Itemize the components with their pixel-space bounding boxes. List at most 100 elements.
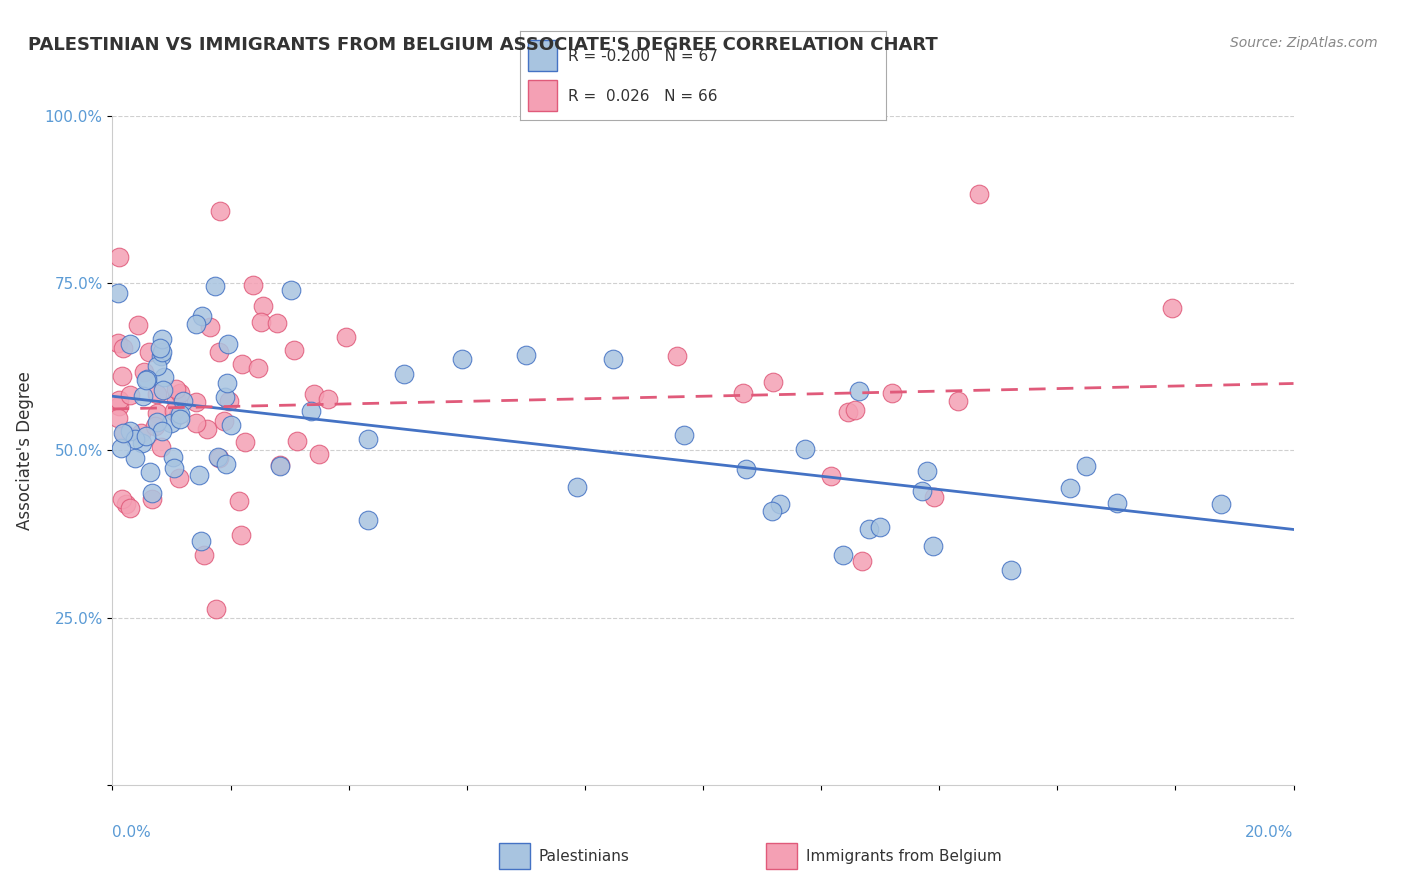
Point	[141, 491, 163, 506]
Point	[848, 384, 870, 398]
Point	[666, 349, 689, 363]
Point	[162, 450, 184, 465]
Point	[208, 203, 231, 218]
Point	[146, 387, 169, 401]
Point	[357, 432, 380, 446]
Point	[205, 601, 228, 615]
Point	[283, 343, 305, 358]
Point	[762, 375, 785, 389]
Point	[233, 434, 256, 449]
Point	[186, 394, 208, 409]
Point	[242, 278, 264, 293]
Point	[150, 349, 173, 363]
Point	[141, 486, 163, 500]
Point	[118, 337, 141, 351]
Point	[108, 400, 131, 414]
Point	[150, 344, 173, 359]
Point	[869, 519, 891, 533]
Point	[132, 365, 155, 379]
Point	[169, 412, 191, 426]
Point	[880, 385, 903, 400]
Point	[269, 458, 291, 473]
Point	[186, 416, 208, 430]
Point	[118, 388, 141, 402]
Point	[115, 497, 138, 511]
Point	[915, 464, 938, 478]
Point	[672, 428, 695, 442]
Point	[217, 337, 239, 351]
Point	[208, 344, 231, 359]
Point	[107, 336, 129, 351]
Point	[565, 480, 588, 494]
Point	[844, 403, 866, 417]
Point	[184, 318, 207, 332]
Point	[165, 382, 187, 396]
Point	[108, 393, 131, 408]
Point	[145, 415, 167, 429]
Point	[733, 385, 755, 400]
Point	[138, 465, 160, 479]
Text: 0.0%: 0.0%	[112, 825, 152, 840]
Point	[280, 284, 302, 298]
Point	[858, 522, 880, 536]
Point	[163, 404, 186, 418]
Point	[135, 373, 157, 387]
Text: R =  0.026   N = 66: R = 0.026 N = 66	[568, 89, 717, 103]
Point	[110, 492, 132, 507]
Point	[392, 367, 415, 381]
Point	[335, 330, 357, 344]
Point	[247, 361, 270, 376]
Point	[218, 394, 240, 409]
Point	[120, 424, 142, 438]
Point	[215, 376, 238, 391]
Point	[135, 429, 157, 443]
Point	[195, 422, 218, 436]
Point	[735, 462, 758, 476]
Point	[204, 279, 226, 293]
Point	[193, 548, 215, 562]
Point	[299, 404, 322, 418]
Point	[127, 318, 149, 332]
Point	[851, 553, 873, 567]
FancyBboxPatch shape	[499, 844, 530, 869]
Point	[1160, 301, 1182, 315]
Point	[515, 348, 537, 362]
FancyBboxPatch shape	[766, 844, 797, 869]
Point	[252, 299, 274, 313]
Point	[285, 434, 308, 449]
Point	[212, 414, 235, 428]
Point	[124, 432, 146, 446]
Point	[143, 418, 166, 433]
Point	[219, 418, 242, 433]
Point	[820, 469, 842, 483]
Point	[172, 393, 194, 408]
Point	[229, 528, 252, 542]
Point	[1059, 481, 1081, 495]
Point	[967, 187, 990, 202]
Text: Immigrants from Belgium: Immigrants from Belgium	[806, 849, 1001, 863]
Point	[146, 359, 169, 373]
Point	[112, 341, 135, 355]
Point	[111, 369, 134, 384]
Point	[112, 426, 135, 441]
Text: Palestinians: Palestinians	[538, 849, 630, 863]
Point	[832, 548, 855, 562]
Point	[769, 497, 792, 511]
Point	[316, 392, 339, 407]
FancyBboxPatch shape	[527, 40, 557, 71]
Point	[149, 341, 172, 355]
Point	[169, 407, 191, 421]
Point	[152, 369, 174, 384]
Point	[107, 286, 129, 301]
Text: 20.0%: 20.0%	[1246, 825, 1294, 840]
Point	[602, 351, 624, 366]
Point	[131, 436, 153, 450]
Point	[911, 484, 934, 499]
Point	[228, 494, 250, 508]
Point	[215, 458, 238, 472]
Point	[1209, 497, 1232, 511]
Point	[451, 352, 474, 367]
Point	[129, 426, 152, 441]
Point	[108, 250, 131, 264]
Point	[302, 387, 325, 401]
